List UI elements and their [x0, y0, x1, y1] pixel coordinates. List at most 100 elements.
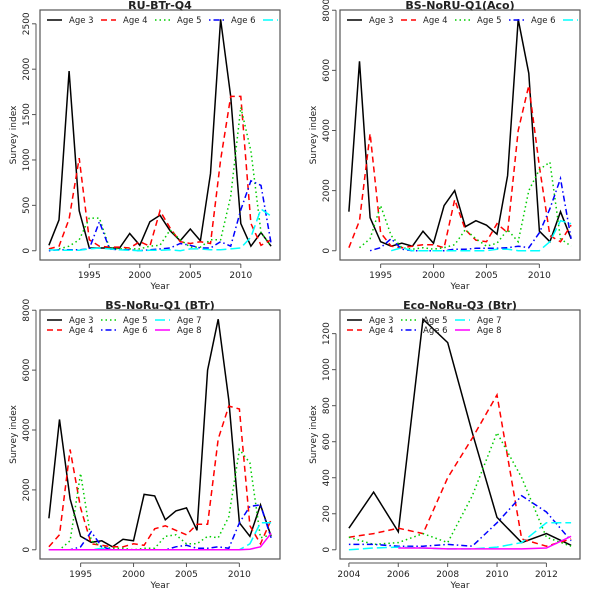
- series-line-unlabeled: [48, 207, 272, 252]
- series-line-age-7: [348, 522, 572, 551]
- chart-title: Eco-NoRu-Q3 (Btr): [403, 299, 517, 312]
- y-axis-label: Survey index: [309, 105, 319, 164]
- legend-label: Age 3: [369, 16, 394, 26]
- legend-label: Age 6: [123, 326, 148, 336]
- legend-label: Age 3: [369, 316, 394, 326]
- legend-label: Age 4: [69, 326, 94, 336]
- legend-label: Age 6: [531, 16, 556, 26]
- legend: Age 3 Age 4 Age 5 Age 6: [347, 16, 578, 26]
- y-tick-label: 1500: [22, 103, 32, 126]
- x-tick-label: 2006: [387, 570, 410, 580]
- plot-frame: [339, 9, 581, 261]
- series-line-age-6: [348, 494, 572, 547]
- y-axis-label: Survey index: [309, 404, 319, 463]
- series-line-age-4: [48, 405, 272, 548]
- series-line-age-3: [348, 317, 572, 546]
- x-axis-label: Year: [149, 282, 169, 292]
- legend-label: Age 6: [423, 326, 448, 336]
- legend-label: Age 5: [123, 316, 148, 326]
- x-tick-label: 2010: [228, 570, 251, 580]
- legend-label: Age 5: [177, 16, 202, 26]
- legend-label: Age 5: [477, 16, 502, 26]
- series-line-age-3: [48, 19, 272, 249]
- y-tick-label: 6000: [22, 358, 32, 381]
- legend-label: Age 8: [177, 326, 202, 336]
- x-tick-label: 2005: [175, 570, 198, 580]
- x-tick-label: 1995: [69, 570, 92, 580]
- y-tick-label: 2000: [322, 179, 332, 202]
- x-tick-label: 2005: [475, 271, 498, 281]
- x-axis-label: Year: [449, 581, 469, 591]
- x-tick-label: 2005: [179, 271, 202, 281]
- series-line-age-4: [348, 392, 572, 547]
- y-tick-label: 2000: [22, 57, 32, 80]
- x-tick-label: 2000: [422, 271, 445, 281]
- legend-label: Age 4: [123, 16, 148, 26]
- y-tick-label: 0: [322, 248, 332, 254]
- y-tick-label: 1000: [22, 148, 32, 171]
- legend-label: Age 6: [231, 16, 256, 26]
- series-line-age-5: [48, 447, 272, 551]
- y-tick-label: 8000: [322, 0, 332, 22]
- x-tick-label: 2000: [122, 570, 145, 580]
- series-line-unlabeled: [390, 219, 572, 252]
- y-tick-label: 8000: [22, 299, 32, 322]
- series-line-age-6: [369, 175, 572, 252]
- y-tick-label: 1200: [322, 322, 332, 345]
- x-tick-label: 2012: [535, 570, 558, 580]
- legend: Age 3 Age 4 Age 5 Age 6: [47, 16, 278, 26]
- x-axis-label: Year: [149, 581, 169, 591]
- panel-4: Eco-NoRu-Q3 (Btr) Year Survey index 2004 200…: [309, 299, 581, 591]
- legend-label: Age 8: [477, 326, 502, 336]
- y-tick-label: 1000: [322, 358, 332, 381]
- x-tick-label: 2008: [436, 570, 459, 580]
- series-line-age-8: [48, 532, 272, 551]
- y-tick-label: 500: [22, 196, 32, 213]
- chart-title: RU-BTr-Q4: [128, 0, 192, 12]
- chart-title: BS-NoRU-Q1(Aco): [405, 0, 514, 12]
- series-line-age-5: [348, 430, 572, 547]
- y-axis-label: Survey index: [9, 105, 19, 164]
- plot-frame: [39, 309, 281, 560]
- legend-label: Age 7: [477, 316, 502, 326]
- legend-label: Age 3: [69, 316, 94, 326]
- series-line-age-3: [48, 319, 272, 548]
- x-tick-label: 2010: [528, 271, 551, 281]
- x-tick-label: 2004: [337, 570, 360, 580]
- legend-label: Age 3: [69, 16, 94, 26]
- x-axis-label: Year: [449, 282, 469, 292]
- x-tick-label: 1995: [369, 271, 392, 281]
- y-tick-label: 2500: [22, 12, 32, 35]
- y-tick-label: 200: [322, 505, 332, 522]
- series-line-age-5: [359, 160, 572, 250]
- series-line-age-5: [58, 107, 272, 250]
- y-tick-label: 600: [322, 433, 332, 450]
- y-tick-label: 0: [322, 547, 332, 553]
- series-line-age-4: [48, 95, 272, 250]
- plot-frame: [339, 309, 581, 560]
- legend-label: Age 4: [369, 326, 394, 336]
- panel-2: BS-NoRU-Q1(Aco) Year Survey index 1995 2000 2…: [309, 0, 581, 292]
- y-tick-label: 4000: [322, 119, 332, 142]
- legend-label: Age 4: [423, 16, 448, 26]
- y-tick-label: 400: [322, 469, 332, 486]
- panel-3: BS-NoRu-Q1 (BTr) Year Survey index 1995 2000…: [9, 299, 281, 591]
- y-tick-label: 6000: [322, 59, 332, 82]
- x-tick-label: 2010: [229, 271, 252, 281]
- legend-label: Age 5: [423, 316, 448, 326]
- y-tick-label: 2000: [22, 478, 32, 501]
- panel-1: RU-BTr-Q4 Year Survey index 1995 2000 2005 201…: [9, 0, 281, 292]
- series-line-age-4: [348, 85, 572, 249]
- y-tick-label: 0: [22, 248, 32, 254]
- x-tick-label: 1995: [78, 271, 101, 281]
- y-tick-label: 800: [322, 397, 332, 414]
- x-tick-label: 2000: [128, 271, 151, 281]
- chart-title: BS-NoRu-Q1 (BTr): [105, 299, 215, 312]
- plot-frame: [39, 9, 281, 261]
- y-tick-label: 4000: [22, 418, 32, 441]
- legend-label: Age 7: [177, 316, 202, 326]
